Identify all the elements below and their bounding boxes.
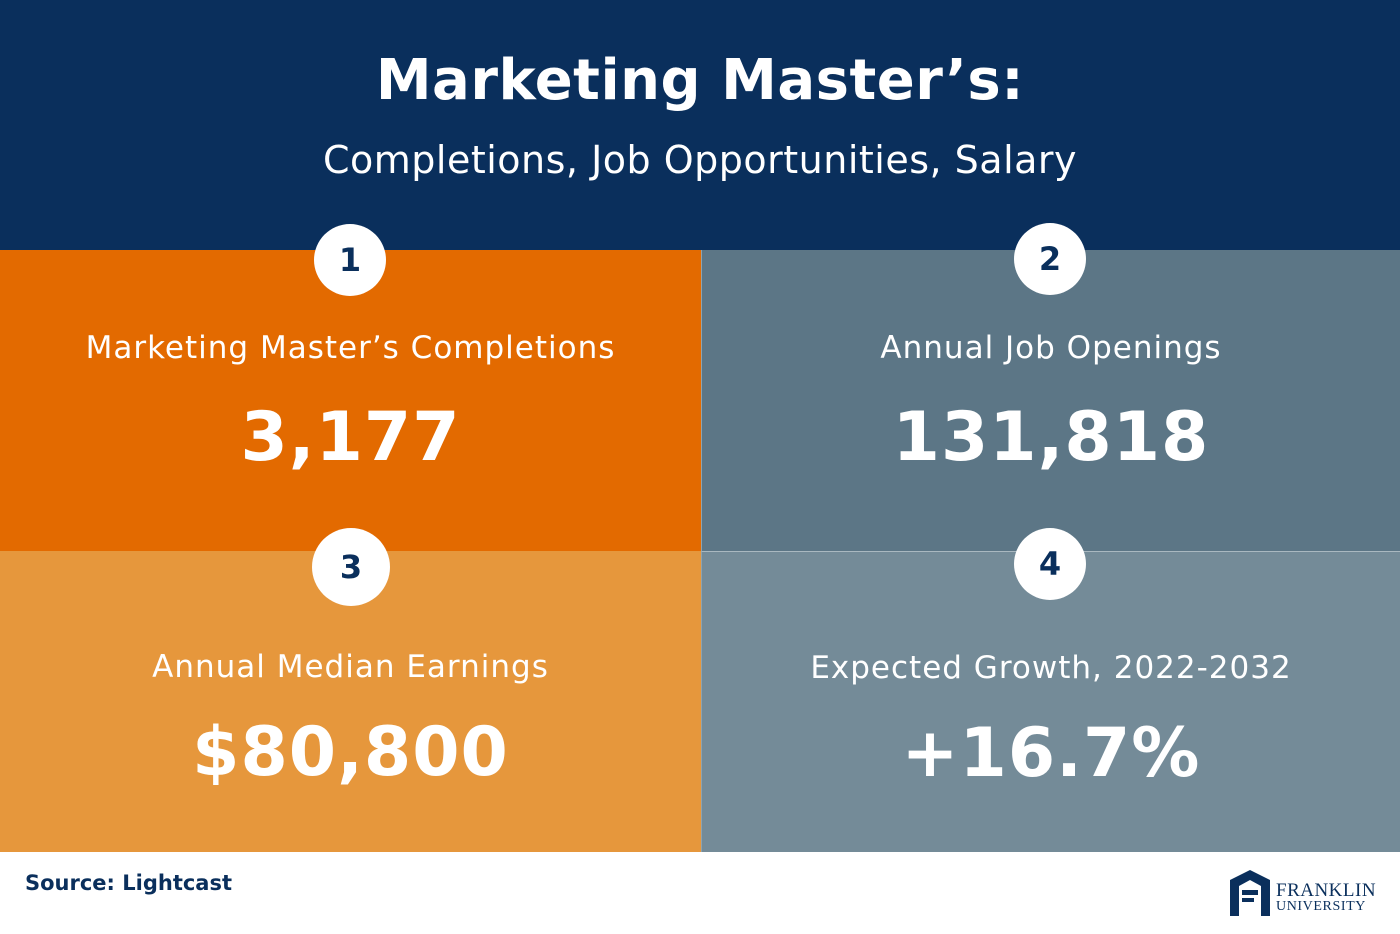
stat-value: $80,800 — [192, 713, 509, 792]
stat-tile-expected-growth: Expected Growth, 2022-2032 +16.7% — [701, 551, 1400, 852]
number-badge-3: 3 — [312, 528, 390, 606]
stat-label: Expected Growth, 2022-2032 — [810, 650, 1292, 686]
franklin-university-logo: FRANKLIN UNIVERSITY — [1228, 868, 1388, 920]
stat-value: 3,177 — [240, 398, 461, 477]
stat-value: +16.7% — [901, 714, 1201, 793]
page-subtitle: Completions, Job Opportunities, Salary — [322, 138, 1078, 182]
logo-name: FRANKLIN — [1276, 880, 1377, 901]
page-title: Marketing Master’s: — [375, 48, 1025, 113]
source-note: Source: Lightcast — [25, 871, 233, 895]
stat-value: 131,818 — [892, 398, 1210, 477]
header-banner: Marketing Master’s: Completions, Job Opp… — [0, 0, 1400, 250]
stat-tile-job-openings: Annual Job Openings 131,818 — [701, 250, 1400, 551]
number-badge-4: 4 — [1014, 528, 1086, 600]
number-badge-2: 2 — [1014, 223, 1086, 295]
franklin-arch-icon — [1230, 870, 1270, 916]
stat-label: Annual Median Earnings — [152, 649, 549, 685]
number-badge-1: 1 — [314, 224, 386, 296]
stat-label: Annual Job Openings — [880, 330, 1222, 366]
stats-grid: Marketing Master’s Completions 3,177 Ann… — [0, 250, 1400, 852]
logo-subname: UNIVERSITY — [1276, 899, 1366, 914]
stat-tile-completions: Marketing Master’s Completions 3,177 — [0, 250, 701, 551]
stat-label: Marketing Master’s Completions — [85, 330, 616, 366]
